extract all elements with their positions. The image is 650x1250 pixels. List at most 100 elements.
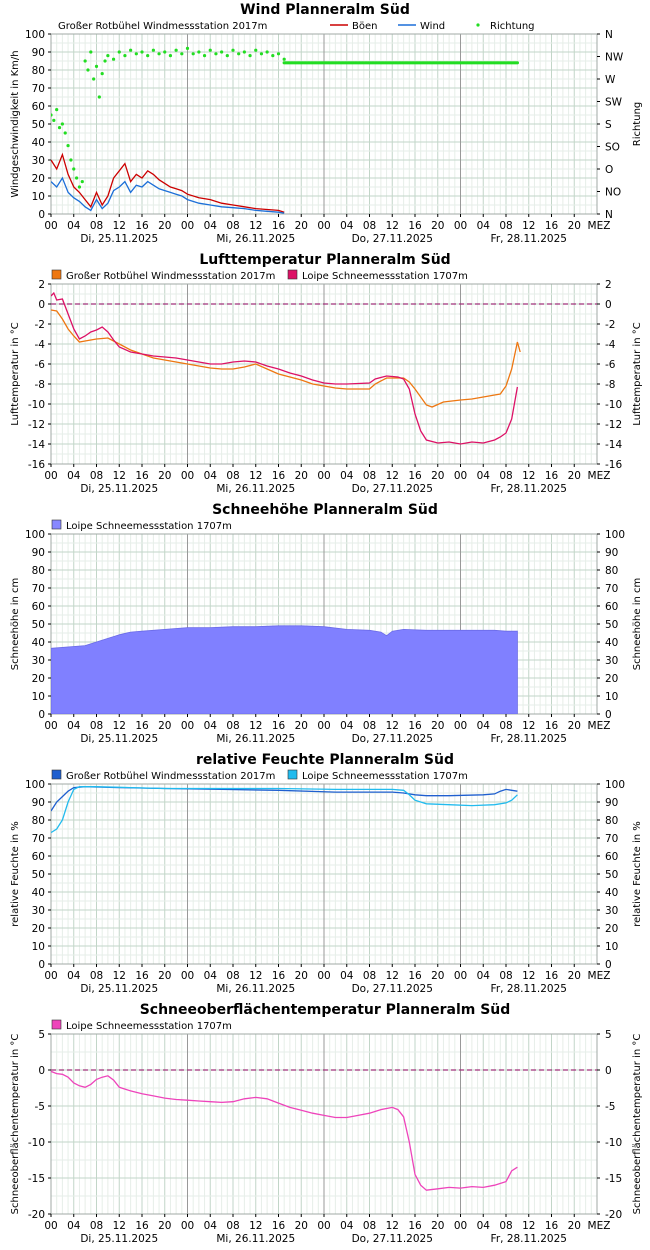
y2-tick-label: 60 [605, 851, 618, 863]
y-tick-label: 0 [38, 709, 45, 721]
x-tick-label: 08 [226, 1220, 239, 1232]
y-tick-label: -15 [28, 1173, 45, 1185]
series-direction [51, 46, 519, 189]
series-line [51, 309, 521, 408]
direction-point [180, 52, 184, 56]
direction-tick-label: NW [605, 52, 624, 64]
x-tick-label: 04 [204, 1220, 218, 1232]
legend-label: Loipe Schneemessstation 1707m [66, 1021, 232, 1032]
direction-point [231, 48, 235, 52]
x-tick-label: 12 [522, 470, 535, 482]
y-tick-label: 40 [32, 887, 45, 899]
legend-item: Loipe Schneemessstation 1707m [51, 1019, 232, 1032]
x-tick-label: 12 [522, 970, 535, 982]
x-tick-label: 00 [317, 220, 330, 232]
x-tick-label: 12 [113, 470, 126, 482]
y2-tick-label: 20 [605, 673, 618, 685]
y-axis-label: Lufttemperatur in °C [10, 322, 21, 425]
x-tick-label: 00 [317, 1220, 330, 1232]
direction-point [111, 57, 116, 61]
timezone-label: MEZ [588, 970, 611, 982]
x-tick-label: 04 [477, 470, 491, 482]
x-tick-label: 08 [90, 470, 103, 482]
legend-label: Richtung [490, 21, 535, 32]
y2-tick-label: 70 [605, 833, 618, 845]
direction-point [515, 61, 519, 65]
direction-point [202, 54, 207, 58]
y2-axis-label: Richtung [632, 102, 643, 147]
y-tick-label: 0 [38, 959, 45, 971]
y-axis-label: Schneeoberflächentemperatur in °C [10, 1034, 21, 1215]
y-tick-label: 50 [32, 619, 45, 631]
chart-title: Schneeoberflächentemperatur Planneralm S… [140, 1002, 511, 1018]
x-tick-label: 08 [226, 970, 239, 982]
direction-point [60, 122, 64, 126]
day-label: Fr, 28.11.2025 [491, 483, 567, 495]
y-tick-label: -12 [28, 419, 45, 431]
x-tick-label: 00 [44, 1220, 57, 1232]
direction-point [185, 46, 190, 51]
x-tick-label: 00 [44, 970, 57, 982]
direction-point [191, 52, 195, 56]
x-tick-label: 12 [522, 1220, 535, 1232]
x-tick-label: 04 [477, 220, 491, 232]
x-tick-label: 20 [431, 970, 444, 982]
x-tick-label: 00 [454, 220, 467, 232]
y-tick-label: -5 [35, 1101, 45, 1113]
y2-tick-label: 0 [605, 959, 612, 971]
series-layer [51, 46, 519, 214]
x-tick-label: 04 [67, 970, 81, 982]
y-tick-label: 20 [32, 923, 45, 935]
legend-item: Großer Rotbühel Windmessstation 2017m [51, 269, 275, 282]
series-line [51, 291, 519, 445]
x-tick-label: 16 [545, 720, 559, 732]
x-tick-label: 00 [454, 720, 467, 732]
y-tick-label: 70 [32, 583, 45, 595]
x-tick-label: 20 [158, 470, 171, 482]
direction-point [151, 48, 155, 52]
legend-swatch [287, 269, 298, 280]
y-tick-label: 30 [32, 155, 45, 167]
direction-point [89, 50, 93, 54]
y2-tick-label: -10 [605, 1137, 622, 1149]
chart-wind: Wind Planneralm Süd Großer Rotbühel Windm… [10, 2, 643, 245]
y-tick-label: -14 [28, 439, 45, 451]
x-tick-label: 08 [90, 970, 103, 982]
x-tick-label: 00 [181, 1220, 194, 1232]
y2-tick-label: 10 [605, 941, 618, 953]
x-tick-label: 20 [295, 220, 308, 232]
y2-tick-label: 80 [605, 815, 618, 827]
y2-tick-label: -6 [605, 359, 616, 371]
x-tick-label: 12 [249, 220, 262, 232]
series-line [51, 152, 285, 213]
x-tick-label: 16 [408, 470, 422, 482]
direction-tick-label: O [605, 164, 613, 176]
legend-item: Loipe Schneemessstation 1707m [51, 519, 232, 532]
x-tick-label: 16 [408, 220, 422, 232]
y2-tick-label: 50 [605, 869, 618, 881]
series-area [51, 625, 518, 714]
direction-point [103, 59, 107, 63]
y2-tick-label: 80 [605, 565, 618, 577]
y2-tick-label: 2 [605, 279, 612, 291]
x-tick-label: 16 [135, 720, 149, 732]
direction-point [72, 167, 76, 171]
day-label: Mi, 26.11.2025 [216, 483, 295, 495]
chart-snow: Schneehöhe Planneralm Süd Loipe Schneemes… [10, 502, 643, 745]
timezone-label: MEZ [588, 720, 611, 732]
x-tick-label: 00 [44, 220, 57, 232]
legend-swatch [287, 769, 298, 780]
series-line [51, 786, 518, 834]
x-tick-label: 12 [249, 1220, 262, 1232]
legend-label: Böen [352, 21, 377, 32]
x-tick-label: 04 [340, 1220, 354, 1232]
y-tick-label: 2 [38, 279, 45, 291]
day-label: Fr, 28.11.2025 [491, 233, 567, 245]
y-tick-label: -8 [35, 379, 45, 391]
y2-tick-label: 100 [605, 529, 625, 541]
x-tick-label: 08 [363, 470, 376, 482]
x-tick-label: 12 [386, 220, 399, 232]
y-axis-label: relative Feuchte in % [10, 821, 21, 926]
x-tick-label: 20 [158, 720, 171, 732]
x-tick-label: 16 [545, 970, 559, 982]
